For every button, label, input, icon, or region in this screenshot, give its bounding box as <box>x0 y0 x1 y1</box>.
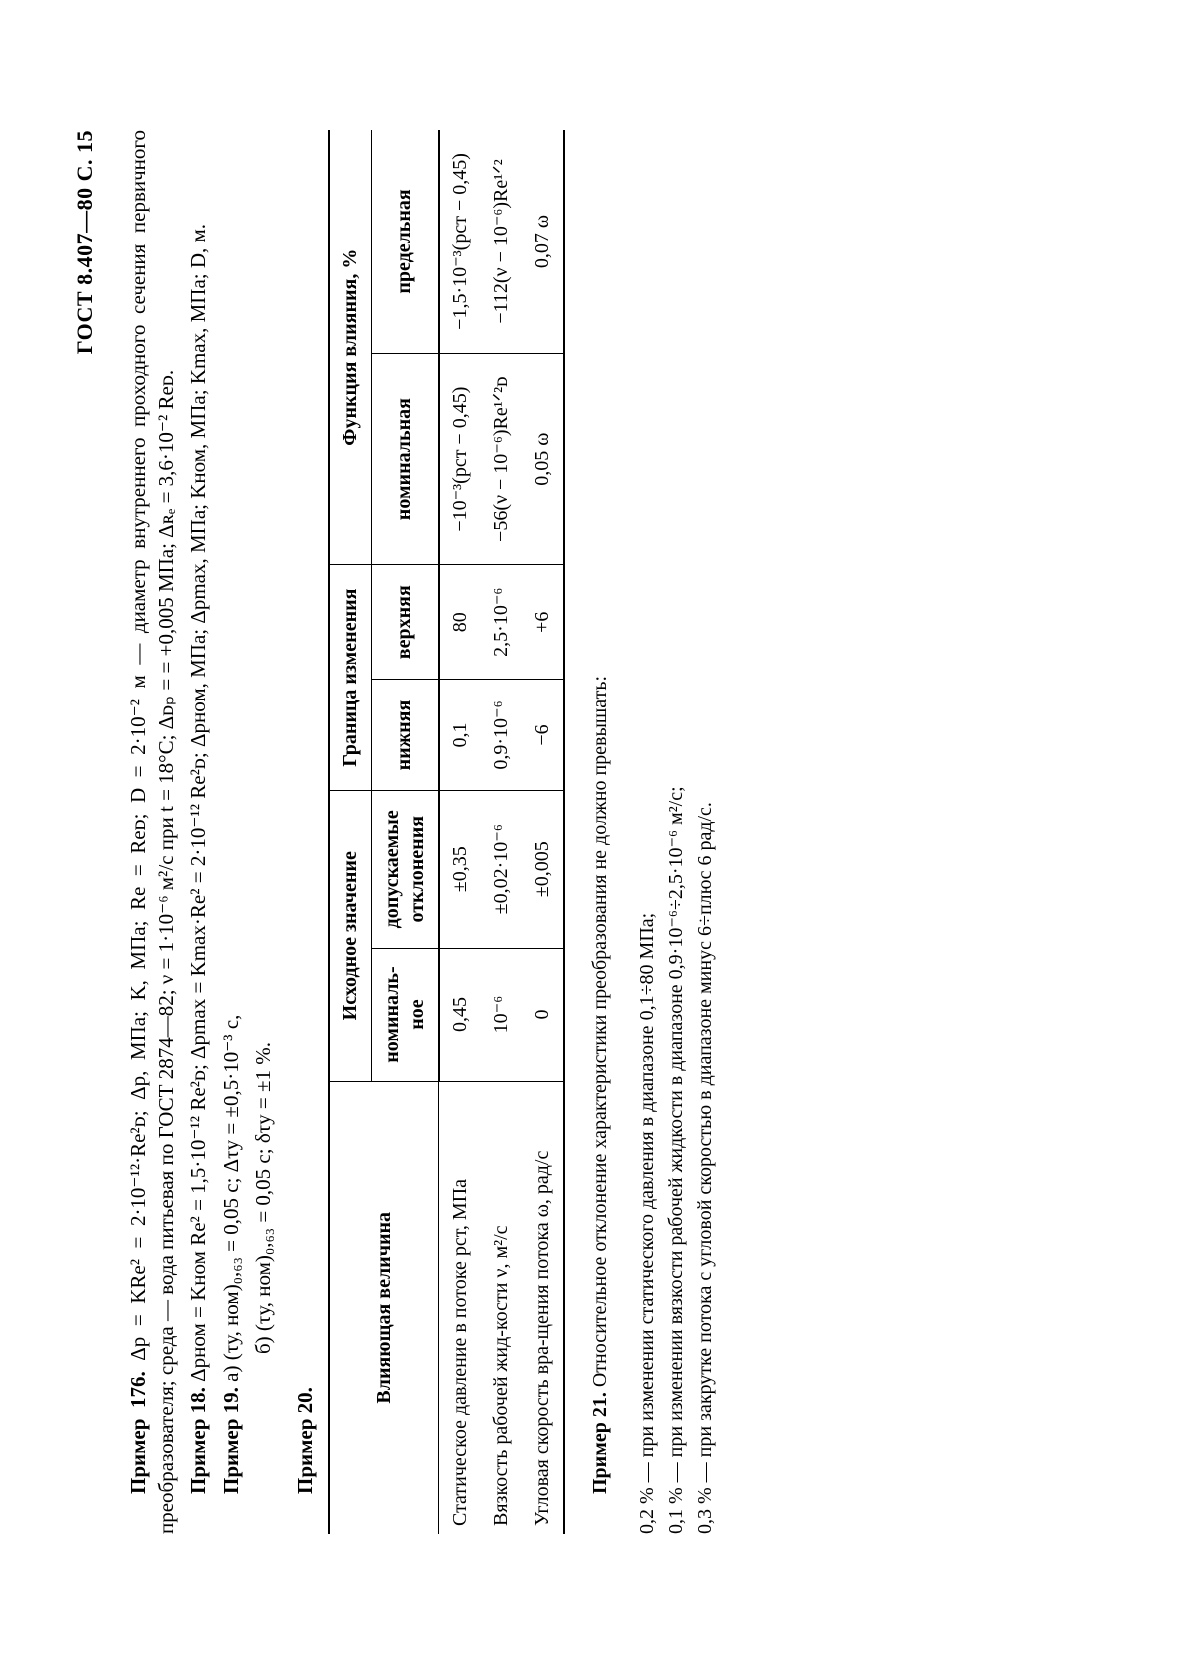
cell-low: −6 <box>522 680 564 791</box>
cell-fnom: −56(ν − 10⁻⁶)Re¹ᐟ²ᴅ <box>481 353 522 564</box>
cell-low: 0,1 <box>439 680 481 791</box>
cell-tol: ±0,005 <box>522 790 564 948</box>
cell-flim: 0,07 ω <box>522 130 564 353</box>
label-21: Пример 21. <box>589 1392 611 1494</box>
table-row: Вязкость рабочей жид-кости ν, м²/с 10⁻⁶ … <box>481 130 522 1534</box>
th-initial: Исходное значение <box>329 790 372 1081</box>
cell-low: 0,9·10⁻⁶ <box>481 680 522 791</box>
para-176: Пример 176. Δp = KRe² = 2·10⁻¹²·Re²ᴅ; Δp… <box>124 130 181 1534</box>
para-21-2: 0,1 % — при изменении вязкости рабочей ж… <box>663 130 690 1534</box>
text-18: Δpном = Kном Re² = 1,5·10⁻¹² Re²ᴅ; Δpmax… <box>186 224 210 1387</box>
cell-tol: ±0,02·10⁻⁶ <box>481 790 522 948</box>
cell-fnom: 0,05 ω <box>522 353 564 564</box>
table-row: Статическое давление в потоке pст, МПа 0… <box>439 130 481 1534</box>
th-tol: допускаемые отклонения <box>371 790 439 948</box>
cell-nom: 10⁻⁶ <box>481 948 522 1081</box>
cell-param: Угловая скорость вра-щения потока ω, рад… <box>522 1081 564 1534</box>
th-nominal: номиналь- ное <box>371 948 439 1081</box>
para-19b: б) (τу, ном)₀,₆₃ = 0,05 с; δτу = ±1 %. <box>249 130 277 1354</box>
cell-tol: ±0,35 <box>439 790 481 948</box>
cell-nom: 0,45 <box>439 948 481 1081</box>
th-limits: Граница изменения <box>329 565 372 791</box>
cell-nom: 0 <box>522 948 564 1081</box>
cell-param: Вязкость рабочей жид-кости ν, м²/с <box>481 1081 522 1534</box>
label-19: Пример 19. <box>219 1387 243 1494</box>
label-176: Пример 176. <box>126 1371 150 1494</box>
para-21-3: 0,3 % — при закрутке потока с угловой ск… <box>692 130 719 1534</box>
table-row: Угловая скорость вра-щения потока ω, рад… <box>522 130 564 1534</box>
text-176: Δp = KRe² = 2·10⁻¹²·Re²ᴅ; Δp, МПа; K, МП… <box>126 130 178 1534</box>
page-header: ГОСТ 8.407—80 С. 15 <box>70 130 100 1534</box>
cell-high: +6 <box>522 565 564 680</box>
cell-flim: −112(ν − 10⁻⁶)Re¹ᐟ² <box>481 130 522 353</box>
th-flim: предельная <box>371 130 439 353</box>
label-18: Пример 18. <box>186 1387 210 1494</box>
para-19a: Пример 19. а) (τу, ном)₀,₆₃ = 0,05 с; Δτ… <box>217 130 245 1534</box>
th-low: нижняя <box>371 680 439 791</box>
influence-table: Влияющая величина Исходное значение Гран… <box>328 130 565 1534</box>
cell-flim: −1,5·10⁻³(pст − 0,45) <box>439 130 481 353</box>
th-influence: Функция влияния, % <box>329 130 372 565</box>
cell-high: 80 <box>439 565 481 680</box>
cell-param: Статическое давление в потоке pст, МПа <box>439 1081 481 1534</box>
para-21-lead: Пример 21. Относительное отклонение хара… <box>587 130 614 1534</box>
th-high: верхняя <box>371 565 439 680</box>
text-21-lead: Относительное отклонение характеристики … <box>589 676 611 1392</box>
example-21-block: Пример 21. Относительное отклонение хара… <box>587 130 719 1534</box>
para-21-1: 0,2 % — при изменении статического давле… <box>634 130 661 1534</box>
cell-high: 2,5·10⁻⁶ <box>481 565 522 680</box>
para-18: Пример 18. Δpном = Kном Re² = 1,5·10⁻¹² … <box>184 130 212 1534</box>
label-20: Пример 20. <box>291 130 319 1534</box>
cell-fnom: −10⁻³(pст − 0,45) <box>439 353 481 564</box>
th-param: Влияющая величина <box>329 1081 439 1534</box>
text-19a: а) (τу, ном)₀,₆₃ = 0,05 с; Δτу = ±0,5·10… <box>219 1015 243 1387</box>
th-fnom: номинальная <box>371 353 439 564</box>
